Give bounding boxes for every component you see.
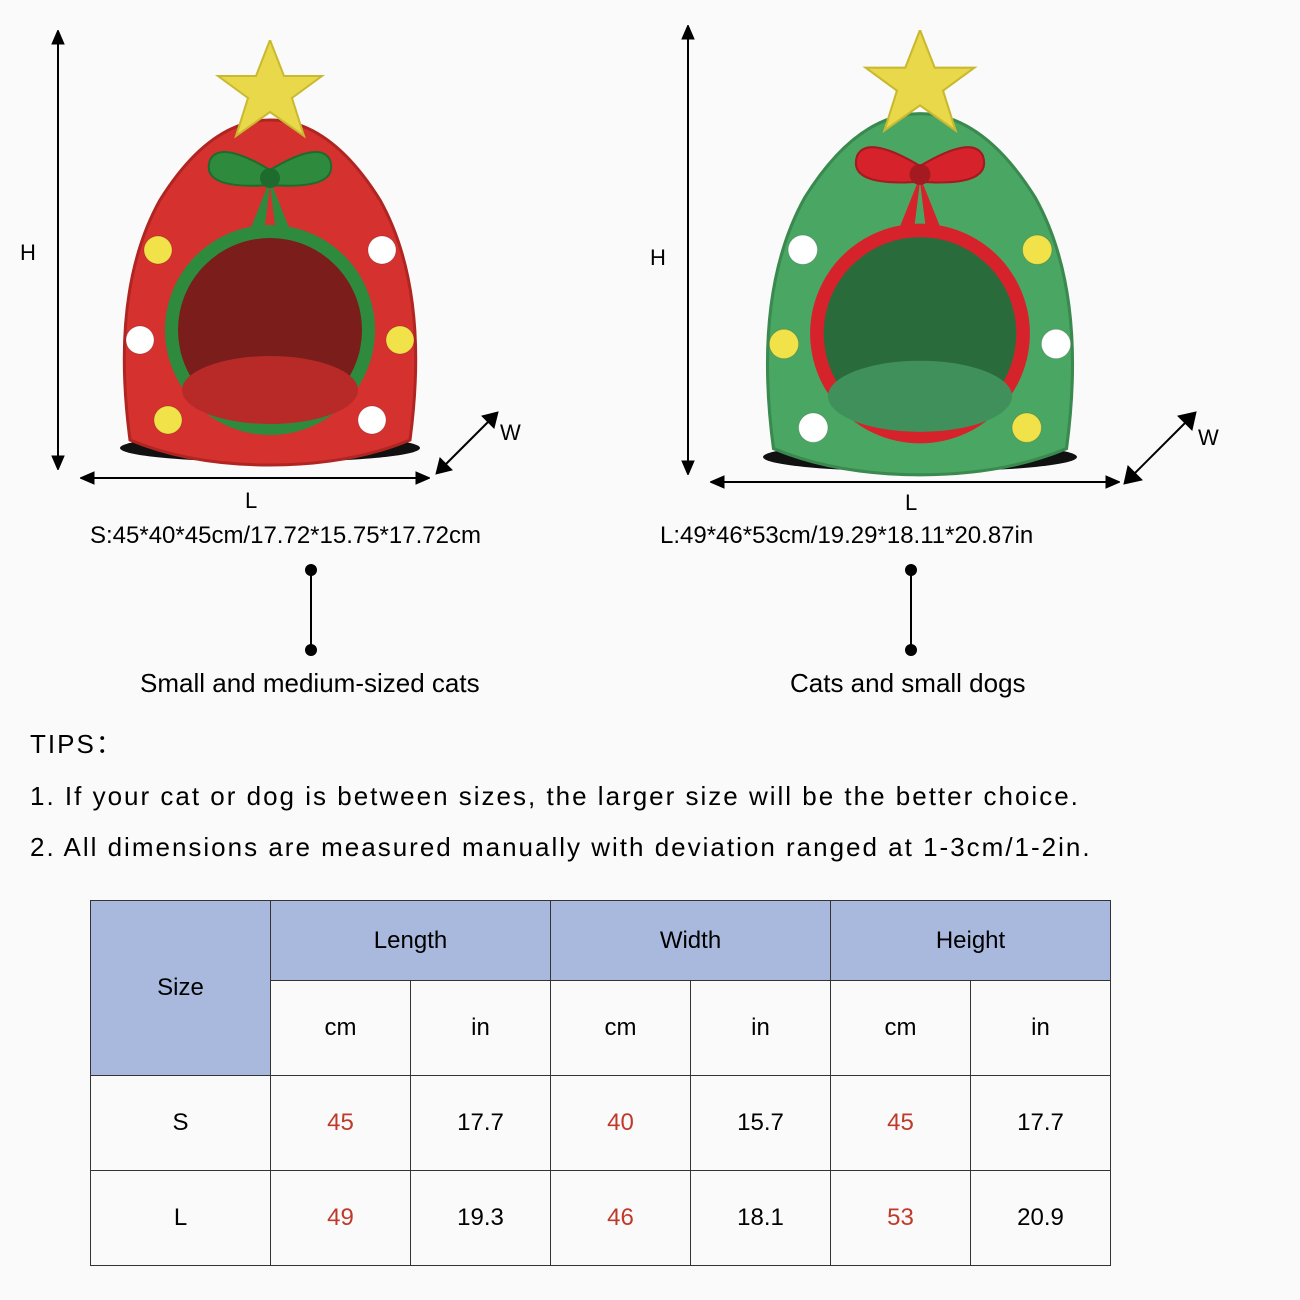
unit-cm: cm [551,981,691,1076]
cell: 46 [551,1171,691,1266]
width-label: W [1198,425,1219,451]
cell: 19.3 [411,1171,551,1266]
height-label: H [650,245,666,271]
cell: 17.7 [411,1076,551,1171]
unit-cm: cm [271,981,411,1076]
cell: 15.7 [691,1076,831,1171]
size-caption-l: L:49*46*53cm/19.29*18.11*20.87in [660,522,1033,550]
cell: 45 [831,1076,971,1171]
length-label: L [905,490,917,516]
tips-heading: TIPS： [30,724,1270,766]
pet-bed-green [720,30,1120,485]
product-diagrams: H L W H L [0,20,1300,520]
cell: 49 [271,1171,411,1266]
unit-in: in [691,981,831,1076]
target-left: Small and medium-sized cats [140,668,480,699]
row-size: S [91,1076,271,1171]
row-size: L [91,1171,271,1266]
target-right: Cats and small dogs [790,668,1026,699]
th-size: Size [91,901,271,1076]
th-length: Length [271,901,551,981]
height-label: H [20,240,36,266]
cell: 17.7 [971,1076,1111,1171]
product-right: H L W [650,20,1300,520]
size-table: Size Length Width Height cm in cm in cm … [90,900,1111,1266]
tips-section: TIPS： 1. If your cat or dog is between s… [30,720,1270,879]
unit-in: in [411,981,551,1076]
cell: 53 [831,1171,971,1266]
cell: 45 [271,1076,411,1171]
unit-cm: cm [831,981,971,1076]
pet-bed-red [100,40,440,475]
length-label: L [245,488,257,514]
connector-right [910,570,912,650]
connector-left [310,570,312,650]
height-arrow [678,25,698,475]
width-label: W [500,420,521,446]
tip-1: 1. If your cat or dog is between sizes, … [30,776,1270,818]
size-caption-s: S:45*40*45cm/17.72*15.75*17.72cm [90,522,481,550]
width-arrow [432,408,502,478]
th-height: Height [831,901,1111,981]
unit-in: in [971,981,1111,1076]
height-arrow [48,30,68,470]
cell: 18.1 [691,1171,831,1266]
tip-2: 2. All dimensions are measured manually … [30,827,1270,869]
cell: 20.9 [971,1171,1111,1266]
th-width: Width [551,901,831,981]
product-left: H L W [0,20,650,520]
cell: 40 [551,1076,691,1171]
width-arrow [1120,408,1200,488]
